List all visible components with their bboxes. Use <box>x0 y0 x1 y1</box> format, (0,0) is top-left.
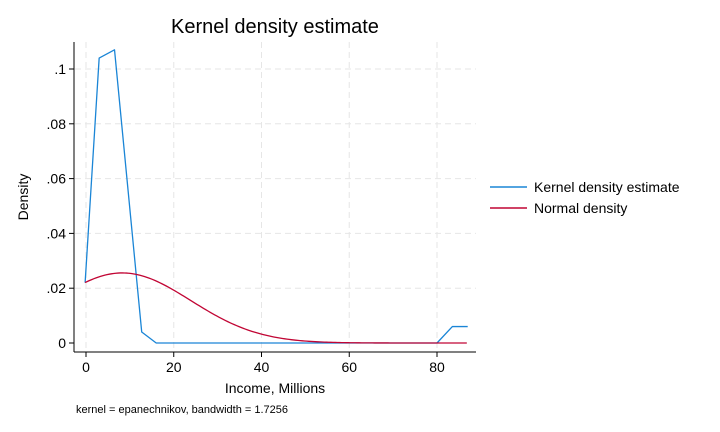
grid-lines <box>75 42 476 351</box>
y-tick-label: 0 <box>58 335 66 351</box>
y-axis-ticks: 0 .02 .04 .06 .08 .1 <box>47 61 74 351</box>
y-tick-label: .06 <box>47 171 67 187</box>
x-axis-label: Income, Millions <box>225 380 325 396</box>
x-axis-ticks: 0 20 40 60 80 <box>82 352 445 375</box>
y-tick-label: .04 <box>47 225 67 241</box>
y-tick-label: .02 <box>47 280 67 296</box>
legend: Kernel density estimate Normal density <box>490 179 680 216</box>
chart-title: Kernel density estimate <box>171 16 379 38</box>
kernel-density-line <box>84 49 468 344</box>
legend-label: Kernel density estimate <box>534 179 680 195</box>
x-tick-label: 40 <box>254 359 270 375</box>
plot-series <box>84 49 468 344</box>
y-tick-label: .08 <box>47 116 67 132</box>
normal-density-line <box>84 272 467 344</box>
x-tick-label: 80 <box>429 359 445 375</box>
legend-label: Normal density <box>534 200 627 216</box>
y-axis-label: Density <box>15 174 31 221</box>
x-tick-label: 20 <box>166 359 182 375</box>
y-tick-label: .1 <box>54 61 66 77</box>
chart-note: kernel = epanechnikov, bandwidth = 1.725… <box>76 404 288 416</box>
x-tick-label: 60 <box>341 359 357 375</box>
x-tick-label: 0 <box>82 359 90 375</box>
